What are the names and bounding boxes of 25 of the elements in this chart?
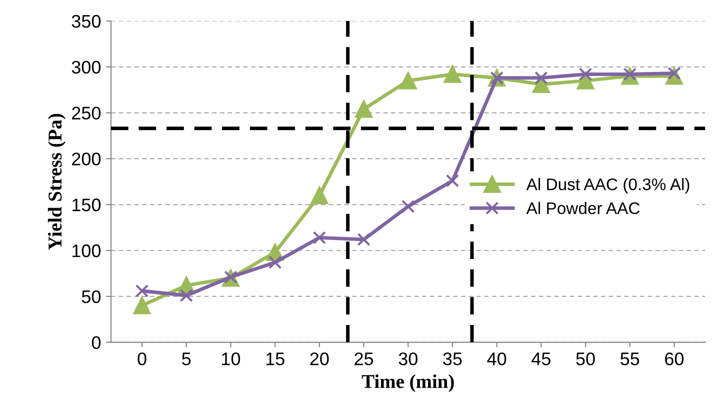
x-tick-label: 0 <box>138 352 146 366</box>
x-tick-label: 5 <box>182 352 191 366</box>
x-tick-label: 40 <box>487 352 506 366</box>
y-tick-label: 150 <box>72 198 101 212</box>
y-tick-label: 250 <box>72 106 101 120</box>
y-tick-label: 50 <box>82 290 101 304</box>
x-tick-label: 50 <box>576 352 595 366</box>
x-tick-label: 30 <box>398 352 418 366</box>
x-tick-label: 60 <box>665 352 684 366</box>
y-tick-label: 300 <box>72 60 101 74</box>
y-tick-label: 350 <box>72 14 101 28</box>
x-tick-label: 10 <box>222 352 240 366</box>
x-tick-label: 35 <box>443 352 462 366</box>
y-tick-label: 200 <box>72 152 101 166</box>
x-tick-label: 20 <box>310 352 329 366</box>
y-tick-label: 100 <box>72 244 101 258</box>
x-axis-title: Time (min) <box>362 374 454 392</box>
y-axis-title: Yield Stress (Pa) <box>48 114 66 250</box>
x-tick-label: 15 <box>266 352 284 366</box>
x-tick-label: 55 <box>620 352 640 366</box>
x-tick-label: 25 <box>354 352 374 366</box>
legend-label: Al Powder AAC <box>526 202 640 214</box>
y-tick-label: 0 <box>92 336 101 350</box>
legend-label: Al Dust AAC (0.3% Al) <box>526 178 690 194</box>
x-tick-label: 45 <box>532 352 550 366</box>
